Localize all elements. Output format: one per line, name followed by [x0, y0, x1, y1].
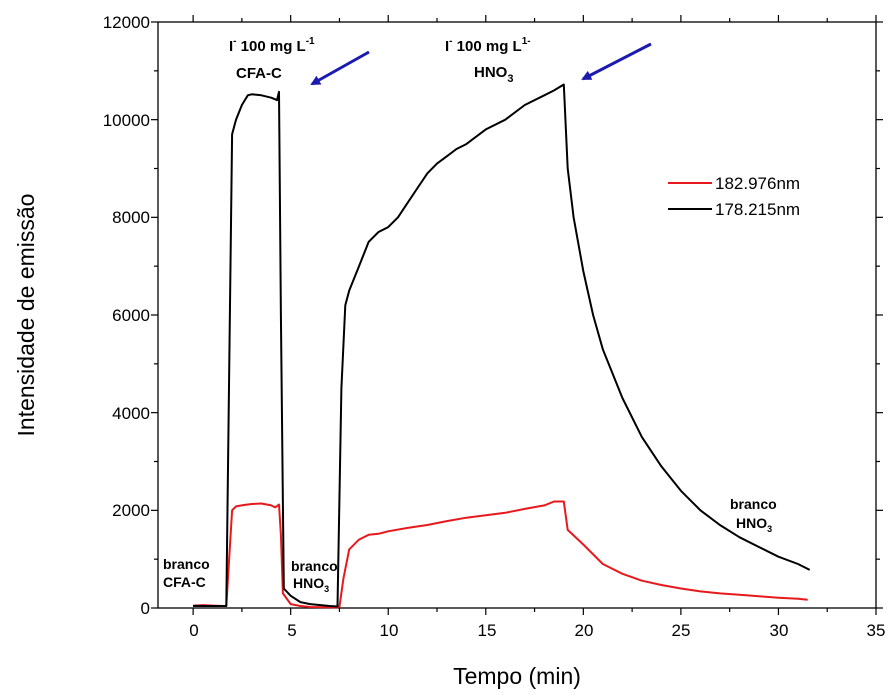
annotation-hno3-peak: I- 100 mg L1- HNO3	[445, 36, 652, 85]
annotation-cfa-c-peak: I- 100 mg L-1 CFA-C	[229, 36, 370, 86]
legend-label-182: 182.976nm	[715, 174, 800, 193]
x-axis-title: Tempo (min)	[453, 663, 581, 689]
annotation-text: HNO3	[736, 515, 772, 534]
x-tick-label: 20	[575, 621, 594, 640]
annotation-text: CFA-C	[236, 65, 282, 82]
tick-marks	[151, 15, 883, 615]
y-axis-title: Intensidade de emissão	[13, 194, 39, 437]
annotation-text: I- 100 mg L1-	[445, 36, 531, 55]
x-tick-label: 15	[478, 621, 497, 640]
annotation-branco-cfa-c: branco CFA-C	[163, 556, 210, 590]
annotation-text: HNO3	[474, 64, 513, 85]
annotation-text: branco	[163, 556, 210, 572]
series-lines	[193, 83, 811, 609]
x-tick-label: 10	[380, 621, 399, 640]
annotation-text: branco	[291, 558, 338, 574]
y-tick-label: 2000	[112, 501, 150, 520]
x-tick-label: 0	[189, 621, 198, 640]
y-tick-label: 6000	[112, 306, 150, 325]
x-tick-label: 5	[287, 621, 296, 640]
y-tick-labels: 0 2000 4000 6000 8000 10000 12000	[103, 13, 150, 618]
annotation-branco-hno3-middle: branco HNO3	[291, 558, 338, 594]
x-tick-labels: 0 5 10 15 20 25 30 35	[189, 621, 885, 640]
arrow-icon	[310, 50, 370, 86]
legend-label-178: 178.215nm	[715, 200, 800, 219]
annotation-text: I- 100 mg L-1	[229, 36, 315, 55]
y-tick-label: 10000	[103, 111, 150, 130]
y-tick-label: 12000	[103, 13, 150, 32]
series-line-1	[193, 83, 811, 608]
annotation-text: CFA-C	[163, 574, 206, 590]
y-tick-label: 4000	[112, 404, 150, 423]
x-tick-label: 25	[672, 621, 691, 640]
y-tick-label: 8000	[112, 208, 150, 227]
arrow-icon	[581, 42, 652, 81]
legend: 182.976nm 178.215nm	[668, 174, 800, 219]
series-line-0	[193, 500, 808, 609]
annotation-text: branco	[730, 496, 777, 512]
x-tick-label: 30	[770, 621, 789, 640]
annotation-text: HNO3	[293, 575, 329, 594]
x-tick-label: 35	[867, 621, 886, 640]
annotation-branco-hno3-right: branco HNO3	[730, 496, 777, 534]
y-tick-label: 0	[141, 599, 150, 618]
